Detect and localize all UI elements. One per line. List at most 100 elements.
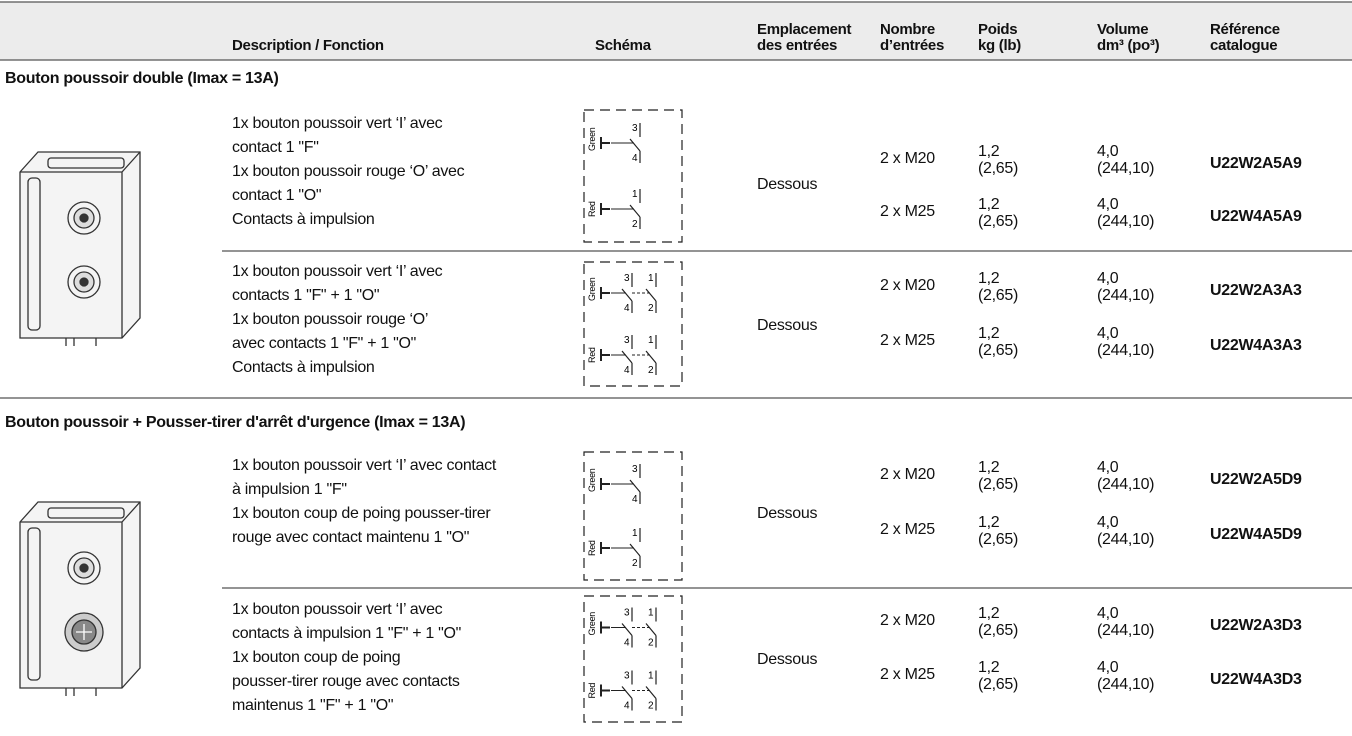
contact-label: 2 xyxy=(648,365,654,376)
description-line: 1x bouton poussoir vert ‘I’ avec xyxy=(232,263,443,280)
entries: 2 x M20 xyxy=(880,612,935,629)
entries: 2 x M25 xyxy=(880,332,935,349)
weight-line: 1,2 xyxy=(978,325,1000,342)
volume: 4,0 (244,10) xyxy=(1097,270,1155,304)
contact xyxy=(645,607,657,648)
description-line: 1x bouton poussoir vert ‘I’ avec xyxy=(232,115,443,132)
button-symbol xyxy=(600,478,610,490)
volume-line: 4,0 xyxy=(1097,325,1119,342)
weight: 1,2 (2,65) xyxy=(978,270,1018,304)
entries: 2 x M25 xyxy=(880,203,935,220)
column-header: Schéma xyxy=(595,6,651,54)
enclosure-image xyxy=(19,151,141,346)
reference: U22W2A5A9 xyxy=(1210,155,1302,172)
contact-label: 1 xyxy=(648,335,654,346)
volume-line: 4,0 xyxy=(1097,659,1119,676)
contact xyxy=(621,670,633,711)
volume-line: (244,10) xyxy=(1097,531,1155,548)
description: 1x bouton poussoir vert ‘I’ avec contacts… xyxy=(232,261,443,381)
weight-line: (2,65) xyxy=(978,476,1018,493)
reference: U22W4A3A3 xyxy=(1210,337,1302,354)
schema-box xyxy=(583,595,683,723)
volume: 4,0 (244,10) xyxy=(1097,196,1155,230)
header-text: Volume xyxy=(1097,21,1149,38)
weight-line: 1,2 xyxy=(978,270,1000,287)
column-header: Poids kg (lb) xyxy=(978,6,1021,54)
contact xyxy=(629,123,641,163)
contact-label: 2 xyxy=(632,558,638,569)
weight-line: (2,65) xyxy=(978,622,1018,639)
button-symbol xyxy=(600,287,610,299)
contact xyxy=(629,528,641,568)
header-text: Description / Fonction xyxy=(232,37,384,54)
contact xyxy=(621,607,633,648)
reference: U22W4A5A9 xyxy=(1210,208,1302,225)
header-text: dm³ (po³) xyxy=(1097,37,1160,54)
weight: 1,2 (2,65) xyxy=(978,459,1018,493)
entries: 2 x M20 xyxy=(880,277,935,294)
volume-line: (244,10) xyxy=(1097,213,1155,230)
volume: 4,0 (244,10) xyxy=(1097,605,1155,639)
weight: 1,2 (2,65) xyxy=(978,659,1018,693)
contact-label: 4 xyxy=(624,638,630,649)
weight: 1,2 (2,65) xyxy=(978,143,1018,177)
header-text: Schéma xyxy=(595,37,651,54)
contact-label: 3 xyxy=(632,123,638,134)
contact xyxy=(645,670,657,711)
weight: 1,2 (2,65) xyxy=(978,514,1018,548)
header-text: Poids xyxy=(978,21,1018,38)
reference: U22W4A3D3 xyxy=(1210,671,1302,688)
volume-line: 4,0 xyxy=(1097,514,1119,531)
column-header: Volume dm³ (po³) xyxy=(1097,6,1160,54)
volume-line: (244,10) xyxy=(1097,342,1155,359)
volume-line: 4,0 xyxy=(1097,196,1119,213)
entries: 2 x M25 xyxy=(880,521,935,538)
weight-line: 1,2 xyxy=(978,659,1000,676)
description-line: 1x bouton poussoir rouge ‘O’ avec xyxy=(232,163,465,180)
weight-line: (2,65) xyxy=(978,160,1018,177)
description-line: avec contacts 1 "F" + 1 "O" xyxy=(232,335,417,352)
contact-label: 2 xyxy=(648,303,654,314)
weight: 1,2 (2,65) xyxy=(978,605,1018,639)
schema-label: Red xyxy=(587,540,597,556)
location: Dessous xyxy=(757,176,818,193)
volume-line: 4,0 xyxy=(1097,143,1119,160)
volume-line: (244,10) xyxy=(1097,160,1155,177)
contact-label: 3 xyxy=(624,608,630,619)
schema-label: Green xyxy=(587,127,597,151)
weight-line: 1,2 xyxy=(978,605,1000,622)
reference: U22W2A3A3 xyxy=(1210,282,1302,299)
description-line: contacts 1 "F" + 1 "O" xyxy=(232,287,380,304)
header-text: des entrées xyxy=(757,37,838,54)
contact xyxy=(621,335,633,375)
weight-line: 1,2 xyxy=(978,459,1000,476)
description-line: rouge avec contact maintenu 1 "O" xyxy=(232,529,470,546)
contact xyxy=(645,273,657,313)
header-text: Référence xyxy=(1210,21,1280,38)
column-header: Nombre d’entrées xyxy=(880,6,944,54)
button-symbol xyxy=(600,349,610,361)
schema-box xyxy=(583,109,683,243)
column-header: Référence catalogue xyxy=(1210,6,1280,54)
header-text: Nombre xyxy=(880,21,935,38)
column-header: Description / Fonction xyxy=(232,6,384,54)
description-line: à impulsion 1 "F" xyxy=(232,481,347,498)
description-line: maintenus 1 "F" + 1 "O" xyxy=(232,697,394,714)
contact-label: 2 xyxy=(648,638,654,649)
contact-label: 4 xyxy=(632,153,638,164)
contact-label: 2 xyxy=(632,219,638,230)
weight-line: (2,65) xyxy=(978,676,1018,693)
contact-label: 3 xyxy=(624,273,630,284)
button-symbol xyxy=(600,203,610,215)
volume-line: (244,10) xyxy=(1097,476,1155,493)
location: Dessous xyxy=(757,317,818,334)
volume-line: (244,10) xyxy=(1097,676,1155,693)
weight-line: (2,65) xyxy=(978,287,1018,304)
contact-label: 1 xyxy=(632,189,638,200)
enclosure-image xyxy=(19,501,141,696)
header-text: catalogue xyxy=(1210,37,1278,54)
volume-line: (244,10) xyxy=(1097,622,1155,639)
description-line: 1x bouton poussoir vert ‘I’ avec xyxy=(232,601,443,618)
header-text: d’entrées xyxy=(880,37,944,54)
